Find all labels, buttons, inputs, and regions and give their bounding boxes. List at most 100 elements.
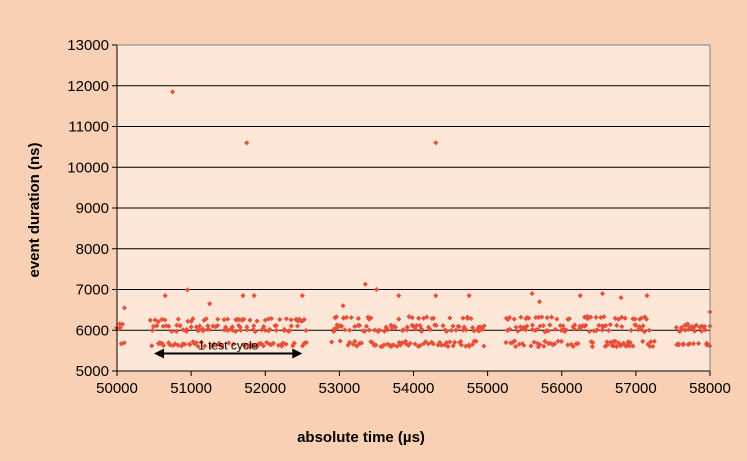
data-point (568, 341, 574, 347)
data-point (210, 323, 216, 329)
data-point (410, 323, 416, 329)
data-point (430, 341, 436, 347)
data-point (542, 329, 548, 335)
x-tick-label: 54000 (393, 380, 435, 397)
data-point (150, 323, 157, 329)
data-point (552, 341, 558, 347)
data-point (392, 324, 399, 330)
data-point (415, 343, 421, 349)
data-point (702, 327, 708, 333)
data-point (640, 338, 646, 345)
data-point (183, 328, 189, 335)
data-point (334, 322, 340, 328)
data-point (611, 342, 617, 349)
data-point (533, 314, 539, 321)
data-point (443, 339, 450, 346)
data-point (447, 315, 453, 321)
y-tick-label: 6000 (76, 322, 109, 339)
data-point (537, 323, 543, 329)
data-point (391, 342, 397, 348)
data-point (607, 339, 614, 345)
data-point (532, 327, 538, 333)
x-tick-label: 57000 (615, 380, 657, 397)
data-point (606, 327, 612, 334)
data-point (468, 315, 474, 322)
data-point (396, 316, 402, 322)
data-point (536, 314, 542, 320)
data-point (460, 327, 466, 333)
y-tick-label: 13000 (67, 37, 109, 54)
data-point (154, 322, 160, 329)
data-point (273, 327, 279, 334)
data-point (507, 326, 513, 332)
data-point (537, 341, 543, 348)
data-point (541, 343, 547, 349)
data-point (340, 303, 346, 309)
data-point (335, 324, 341, 330)
data-point (682, 327, 688, 333)
data-point (207, 301, 213, 307)
data-point (250, 326, 256, 332)
data-point (222, 324, 229, 330)
data-point (363, 323, 370, 329)
data-point (463, 327, 469, 333)
data-point (675, 341, 681, 347)
data-point (547, 340, 553, 346)
data-point (521, 342, 527, 348)
data-point (549, 314, 555, 320)
data-point (536, 299, 543, 305)
data-point (226, 340, 232, 346)
data-point (542, 338, 548, 344)
data-point (331, 328, 337, 335)
data-point (433, 140, 439, 146)
data-point (355, 315, 361, 322)
y-tick-label: 7000 (76, 282, 109, 299)
data-point (571, 326, 577, 332)
data-point (347, 339, 353, 345)
data-point (577, 326, 583, 332)
data-point (637, 316, 643, 322)
data-point (215, 316, 221, 322)
data-point (598, 314, 604, 321)
data-point (206, 326, 212, 332)
data-point (288, 323, 294, 329)
data-point (358, 340, 365, 346)
data-point (450, 323, 456, 329)
data-point (177, 322, 183, 329)
data-point (208, 343, 214, 349)
data-point (185, 318, 191, 324)
data-point (261, 323, 267, 330)
data-point (513, 324, 519, 330)
data-point (187, 342, 193, 348)
y-tick-label: 9000 (76, 200, 109, 217)
data-point (566, 316, 572, 322)
data-point (540, 323, 546, 329)
data-point (178, 343, 185, 349)
data-point (513, 343, 519, 350)
data-point (361, 328, 368, 335)
data-point (471, 328, 477, 334)
data-point (422, 339, 429, 345)
data-point (340, 315, 347, 321)
data-point (347, 327, 353, 333)
data-point (339, 323, 345, 329)
data-point (544, 314, 550, 321)
data-point (149, 327, 155, 333)
data-point (599, 290, 606, 297)
data-point (627, 343, 633, 349)
data-point (443, 328, 450, 334)
data-point (570, 343, 576, 349)
annotation-arrowhead-right (292, 348, 303, 359)
data-point (283, 316, 290, 322)
data-point (624, 343, 630, 349)
data-point (400, 327, 407, 333)
data-point (692, 328, 698, 334)
data-point (481, 323, 487, 329)
data-point (599, 327, 605, 333)
data-point (244, 327, 250, 333)
data-point (301, 316, 307, 323)
data-point (147, 317, 153, 323)
data-point (648, 339, 654, 345)
data-point (565, 342, 571, 348)
data-point (381, 342, 387, 348)
